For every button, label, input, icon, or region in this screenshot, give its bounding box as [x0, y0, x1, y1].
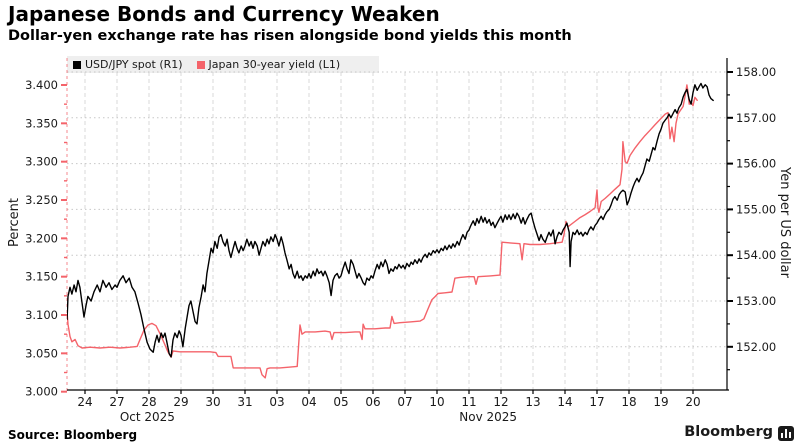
legend-label-usdjpy: USD/JPY spot (R1) [85, 58, 183, 71]
right-axis-tick-label: 157.00 [736, 111, 776, 125]
x-axis-date-label: 12 [493, 395, 508, 409]
right-axis-tick-label: 152.00 [736, 340, 776, 354]
right-axis-tick-label: 154.00 [736, 248, 776, 262]
x-axis-date-label: 03 [269, 395, 284, 409]
left-axis-title: Percent [7, 198, 22, 247]
right-axis-tick-label: 153.00 [736, 294, 776, 308]
x-axis-date-label: 11 [461, 395, 476, 409]
legend-label-jgb-yield: Japan 30-year yield (L1) [208, 58, 341, 71]
left-axis-tick-label: 3.150 [25, 270, 58, 284]
x-axis-date-label: 28 [141, 395, 156, 409]
x-axis-date-label: 30 [205, 395, 220, 409]
x-axis-month-label: Nov 2025 [459, 410, 517, 424]
x-axis-date-label: 17 [589, 395, 604, 409]
x-axis-date-label: 06 [365, 395, 380, 409]
left-axis-tick-label: 3.050 [25, 346, 58, 360]
jgb-yield-line [67, 84, 698, 379]
x-axis-date-label: 14 [557, 395, 572, 409]
usdjpy-legend-swatch-icon [73, 60, 81, 69]
x-axis-date-label: 13 [525, 395, 540, 409]
bloomberg-logo-icon [778, 426, 794, 441]
page-subtitle: Dollar-yen exchange rate has risen along… [8, 28, 572, 44]
left-axis-tick-label: 3.400 [25, 78, 58, 92]
left-axis-tick-label: 3.000 [25, 385, 58, 399]
right-axis-title: Yen per US dollar [777, 166, 792, 279]
jgb-yield-legend-swatch-icon [196, 60, 205, 69]
x-axis-month-label: Oct 2025 [120, 410, 175, 424]
legend-item-usdjpy[interactable]: USD/JPY spot (R1) [73, 58, 183, 71]
x-axis-date-label: 29 [173, 395, 188, 409]
left-axis-tick-label: 3.200 [25, 231, 58, 245]
page-title: Japanese Bonds and Currency Weaken [8, 2, 440, 26]
left-axis-tick-label: 3.350 [25, 116, 58, 130]
left-axis-tick-label: 3.100 [25, 308, 58, 322]
x-axis-date-label: 05 [333, 395, 348, 409]
chart-legend: USD/JPY spot (R1) Japan 30-year yield (L… [67, 56, 379, 73]
bloomberg-wordmark: Bloomberg [684, 424, 773, 440]
x-axis-date-label: 07 [397, 395, 412, 409]
x-axis-date-label: 18 [621, 395, 636, 409]
right-axis-tick-label: 158.00 [736, 65, 776, 79]
x-axis-date-label: 31 [237, 395, 252, 409]
right-axis-tick-label: 155.00 [736, 202, 776, 216]
x-axis-date-label: 10 [429, 395, 444, 409]
legend-item-jgb-yield[interactable]: Japan 30-year yield (L1) [196, 58, 341, 71]
x-axis-date-label: 27 [109, 395, 124, 409]
x-axis-date-label: 19 [653, 395, 668, 409]
source-note: Source: Bloomberg [8, 428, 138, 442]
right-axis-tick-label: 156.00 [736, 157, 776, 171]
x-axis-date-label: 20 [685, 395, 700, 409]
left-axis-tick-label: 3.250 [25, 193, 58, 207]
usdjpy-line [67, 82, 714, 358]
x-axis-date-label: 04 [301, 395, 316, 409]
x-axis-date-label: 24 [77, 395, 92, 409]
left-axis-tick-label: 3.300 [25, 155, 58, 169]
